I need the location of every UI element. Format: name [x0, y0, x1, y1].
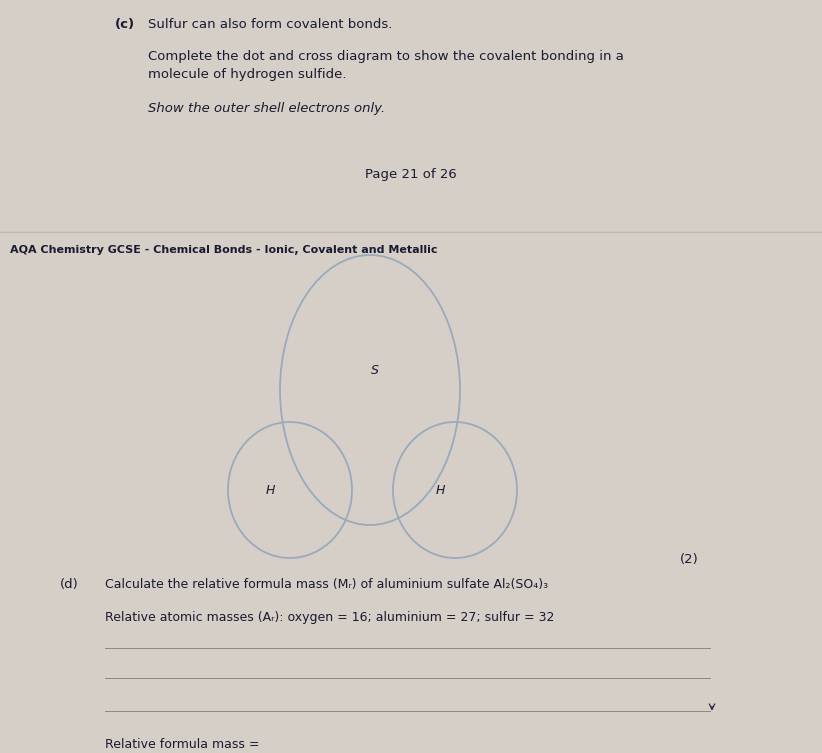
Text: (c): (c) — [115, 18, 135, 31]
Text: S: S — [371, 364, 379, 376]
Text: H: H — [436, 483, 445, 496]
Text: Calculate the relative formula mass (Mᵣ) of aluminium sulfate Al₂(SO₄)₃: Calculate the relative formula mass (Mᵣ)… — [105, 578, 548, 591]
Text: Relative formula mass =: Relative formula mass = — [105, 739, 260, 751]
Text: Page 21 of 26: Page 21 of 26 — [365, 168, 457, 181]
Text: Show the outer shell electrons only.: Show the outer shell electrons only. — [148, 102, 386, 115]
Text: Sulfur can also form covalent bonds.: Sulfur can also form covalent bonds. — [148, 18, 392, 31]
Text: (d): (d) — [60, 578, 79, 591]
Text: H: H — [266, 483, 275, 496]
Text: Relative atomic masses (Aᵣ): oxygen = 16; aluminium = 27; sulfur = 32: Relative atomic masses (Aᵣ): oxygen = 16… — [105, 611, 554, 624]
Text: molecule of hydrogen sulfide.: molecule of hydrogen sulfide. — [148, 68, 347, 81]
Text: (2): (2) — [680, 553, 699, 566]
Text: AQA Chemistry GCSE - Chemical Bonds - Ionic, Covalent and Metallic: AQA Chemistry GCSE - Chemical Bonds - Io… — [10, 245, 437, 255]
Text: Complete the dot and cross diagram to show the covalent bonding in a: Complete the dot and cross diagram to sh… — [148, 50, 624, 63]
